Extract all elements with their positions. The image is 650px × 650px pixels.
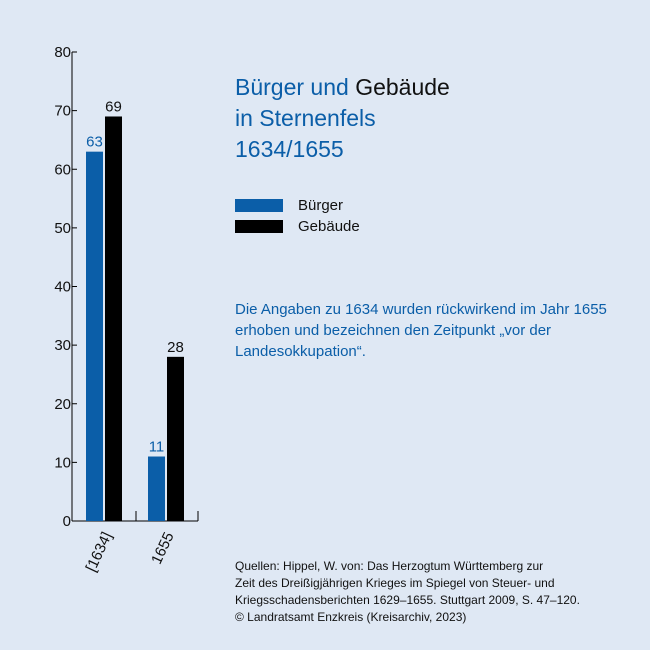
data-label: 63	[86, 134, 103, 151]
legend-swatch-buerger	[235, 199, 283, 212]
bar-gebaeude	[105, 116, 122, 522]
title-part-1: Bürger und	[235, 74, 349, 100]
source-line: Quellen: Hippel, W. von: Das Herzogtum W…	[235, 559, 544, 573]
legend-label-buerger: Bürger	[298, 197, 344, 214]
data-label: 69	[105, 98, 122, 115]
bar-buerger	[148, 456, 165, 521]
legend-item-buerger: Bürger	[235, 195, 360, 216]
data-label: 28	[167, 339, 184, 356]
data-label: 11	[149, 439, 165, 456]
title-part-2: Gebäude	[355, 74, 450, 100]
title-line-2: in Sternenfels	[235, 105, 376, 131]
chart-title: Bürger und Gebäude in Sternenfels 1634/1…	[235, 72, 450, 165]
bar-buerger	[86, 151, 103, 521]
title-line-3: 1634/1655	[235, 136, 344, 162]
bar-gebaeude	[167, 356, 184, 521]
y-tick-label: 0	[63, 513, 71, 530]
y-tick-label: 50	[54, 220, 71, 237]
chart-note: Die Angaben zu 1634 wurden rückwirkend i…	[235, 301, 607, 360]
y-tick-label: 10	[54, 454, 71, 471]
y-tick-label: 80	[54, 44, 71, 61]
legend-label-gebaeude: Gebäude	[298, 218, 360, 235]
y-tick-label: 70	[54, 103, 71, 120]
sources-block: Quellen: Hippel, W. von: Das Herzogtum W…	[235, 558, 635, 626]
legend: Bürger Gebäude	[235, 195, 360, 237]
source-line: Zeit des Dreißigjährigen Krieges im Spie…	[235, 576, 555, 590]
y-tick-label: 40	[54, 279, 71, 296]
y-tick-label: 60	[54, 161, 71, 178]
y-tick-label: 30	[54, 337, 71, 354]
y-tick-label: 20	[54, 396, 71, 413]
copyright-line: © Landratsamt Enzkreis (Kreisarchiv, 202…	[235, 610, 467, 624]
source-line: Kriegsschadensberichten 1629–1655. Stutt…	[235, 593, 580, 607]
x-tick-label: [1634]	[83, 530, 116, 575]
x-tick-label: 1655	[148, 530, 178, 567]
legend-item-gebaeude: Gebäude	[235, 216, 360, 237]
legend-swatch-gebaeude	[235, 220, 283, 233]
